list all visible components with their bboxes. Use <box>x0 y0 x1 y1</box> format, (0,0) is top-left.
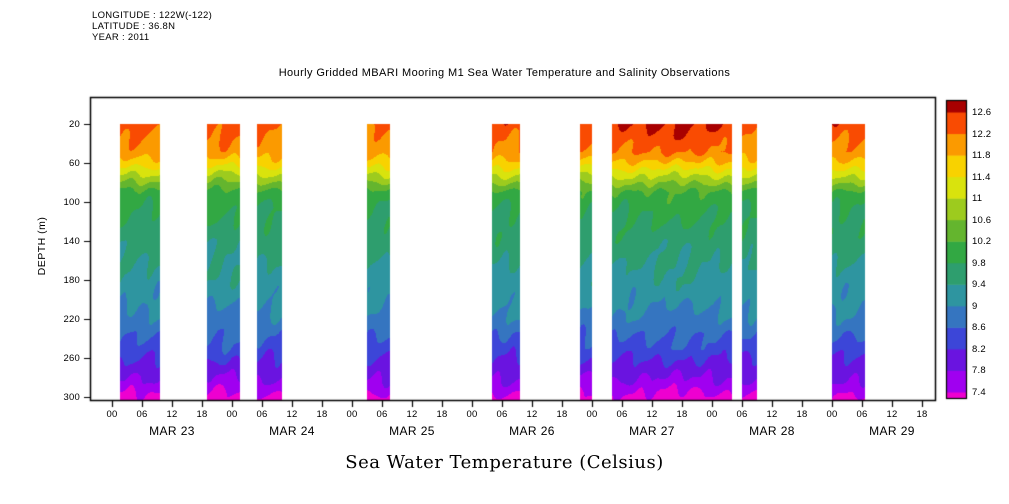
colorbar-tick-label: 11.8 <box>972 150 991 162</box>
x-tick-label: 18 <box>196 409 208 420</box>
x-tick-label: 12 <box>406 409 418 420</box>
colorbar-tick-label: 8.2 <box>972 343 986 355</box>
y-tick-label: 60 <box>69 158 80 169</box>
x-tick-label: 18 <box>436 409 448 420</box>
y-tick-label: 260 <box>63 353 80 365</box>
longitude-label: LONGITUDE : 122W(-122) <box>92 10 213 21</box>
x-tick-label: 12 <box>766 409 778 420</box>
x-tick-label: 12 <box>526 409 538 420</box>
latitude-label: LATITUDE : 36.8N <box>92 21 176 32</box>
day-label: MAR 24 <box>269 424 315 438</box>
colorbar-tick-label: 11.4 <box>972 171 991 183</box>
x-tick-label: 00 <box>706 409 718 420</box>
y-tick-label: 300 <box>63 392 80 404</box>
x-tick-label: 18 <box>796 409 808 420</box>
colorbar-tick-label: 8.6 <box>972 322 986 334</box>
x-tick-label: 12 <box>646 409 658 420</box>
colorbar-tick-label: 12.2 <box>972 128 992 140</box>
colorbar-tick-label: 9.4 <box>972 279 986 291</box>
x-tick-label: 12 <box>166 409 178 420</box>
y-tick-label: 180 <box>63 275 80 287</box>
colorbar-tick-label: 7.4 <box>972 387 986 398</box>
y-tick-label: 140 <box>63 236 80 248</box>
x-tick-label: 00 <box>826 409 838 420</box>
colorbar-tick-label: 9.8 <box>972 257 986 269</box>
colorbar-tick-label: 10.6 <box>972 214 992 226</box>
plot-title: Hourly Gridded MBARI Mooring M1 Sea Wate… <box>278 67 731 79</box>
x-tick-label: 00 <box>106 409 118 420</box>
x-tick-label: 06 <box>496 409 508 420</box>
colorbar-tick-label: 10.2 <box>972 236 992 248</box>
colorbar-tick-label: 9 <box>972 300 978 312</box>
y-tick-label: 220 <box>63 314 80 326</box>
x-axis-title: Sea Water Temperature (Celsius) <box>345 452 664 473</box>
day-label: MAR 25 <box>389 424 435 438</box>
x-tick-label: 12 <box>886 409 898 420</box>
x-tick-label: 00 <box>466 409 478 420</box>
day-label: MAR 26 <box>509 424 555 438</box>
x-tick-label: 06 <box>736 409 748 420</box>
x-tick-label: 06 <box>376 409 388 420</box>
x-tick-label: 18 <box>556 409 568 420</box>
y-tick-label: 100 <box>63 197 80 208</box>
colorbar-tick-label: 11 <box>972 193 983 205</box>
x-tick-label: 06 <box>856 409 868 420</box>
colorbar-tick-label: 7.8 <box>972 365 986 377</box>
colorbar-tick-label: 12.6 <box>972 107 992 118</box>
day-label: MAR 27 <box>629 424 675 438</box>
day-label: MAR 28 <box>749 424 795 438</box>
x-tick-label: 06 <box>616 409 628 420</box>
day-label: MAR 29 <box>869 424 915 438</box>
x-tick-label: 06 <box>136 409 148 420</box>
x-tick-label: 00 <box>586 409 598 420</box>
metadata-block: LONGITUDE : 122W(-122) LATITUDE : 36.8N … <box>92 10 212 43</box>
y-tick-label: 20 <box>69 119 80 130</box>
y-axis-title: DEPTH (m) <box>36 216 48 276</box>
day-label: MAR 23 <box>149 424 195 438</box>
x-tick-label: 18 <box>316 409 328 420</box>
x-tick-label: 18 <box>676 409 688 420</box>
x-tick-label: 06 <box>256 409 268 420</box>
x-tick-label: 12 <box>286 409 298 420</box>
year-label: YEAR : 2011 <box>92 32 150 43</box>
x-tick-label: 00 <box>346 409 358 420</box>
x-tick-label: 00 <box>226 409 238 420</box>
x-tick-label: 18 <box>916 409 928 420</box>
